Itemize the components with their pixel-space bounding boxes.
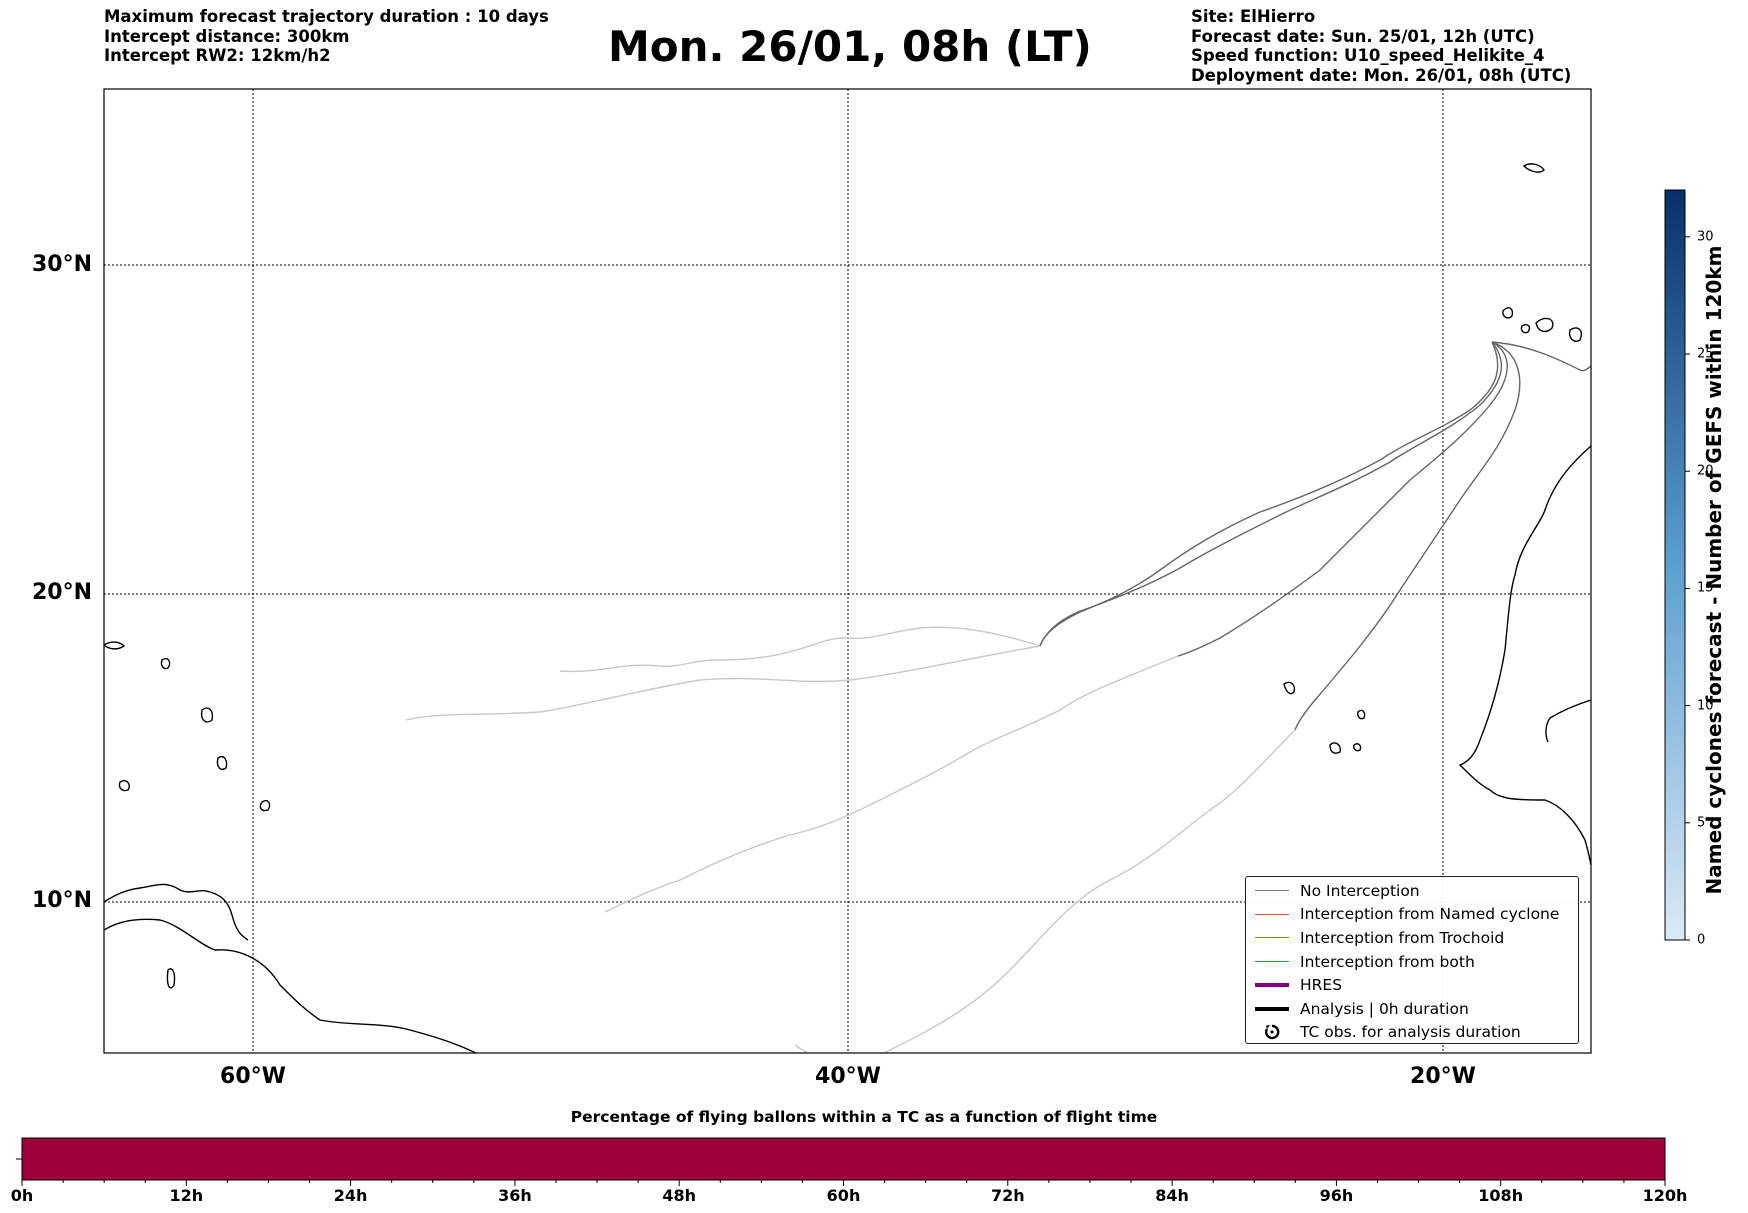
colorbar-tick-label-15: 15 — [1697, 580, 1714, 596]
caribbean-island-7 — [166, 968, 176, 989]
lon-label-20w: 20°W — [1410, 1064, 1476, 1089]
header-info-right: Site: ElHierro Forecast date: Sun. 25/01… — [1191, 7, 1571, 85]
no-interception-trajectories — [1039, 341, 1591, 731]
timebar-label-96h: 96h — [1319, 1186, 1354, 1205]
cape-verde-1 — [1283, 681, 1296, 695]
caribbean-island-1 — [200, 707, 214, 723]
timebar-label-120h: 120h — [1642, 1186, 1688, 1205]
trajectory-5 — [1491, 341, 1591, 372]
cape-verde-4 — [1353, 743, 1362, 752]
timebar-label-72h: 72h — [990, 1186, 1025, 1205]
legend-item-analysis: Analysis | 0h duration — [1246, 997, 1578, 1021]
lat-label-30: 30°N — [32, 252, 93, 277]
timebar-label-36h: 36h — [498, 1186, 532, 1205]
info-site: Site: ElHierro — [1191, 7, 1316, 26]
info-speed-function: Speed function: U10_speed_Helikite_4 — [1191, 46, 1545, 65]
trajectory-tail-3 — [604, 655, 1179, 913]
trajectory-tail-4 — [794, 729, 1296, 1053]
cyclone-symbol-icon — [1265, 1025, 1280, 1040]
lon-label-40w: 40°W — [815, 1064, 881, 1089]
caribbean-island-2 — [216, 756, 228, 770]
cape-verde-3 — [1357, 709, 1366, 720]
colorbar-title: Named cyclones forecast - Number of GEFS… — [1702, 245, 1726, 895]
legend-item-hres: HRES — [1246, 973, 1578, 997]
colorbar-tick-label-30: 30 — [1697, 229, 1714, 245]
colorbar-tick-label-20: 20 — [1697, 463, 1714, 479]
map-frame — [103, 88, 1592, 1054]
legend-label: Analysis | 0h duration — [1300, 999, 1469, 1018]
lat-label-20: 20°N — [32, 580, 93, 605]
coast-venezuela — [104, 883, 249, 941]
caribbean-island-5 — [259, 800, 271, 812]
cape-verde-2 — [1329, 742, 1342, 754]
info-max-duration: Maximum forecast trajectory duration : 1… — [104, 7, 549, 26]
madeira-island — [1522, 163, 1545, 173]
faded-trajectories — [405, 626, 1296, 1053]
canary-island-3 — [1568, 327, 1582, 342]
legend-label: Interception from both — [1300, 952, 1475, 971]
trajectory-4 — [1294, 341, 1521, 731]
legend-item-tc-obs: TC obs. for analysis duration — [1246, 1021, 1578, 1045]
legend-item-both: Interception from both — [1246, 950, 1578, 974]
canary-island-4 — [1520, 324, 1531, 334]
legend-swatch-both — [1255, 961, 1289, 963]
timebar-label-0h: 0h — [10, 1186, 34, 1205]
info-intercept-rw2: Intercept RW2: 12km/h2 — [104, 46, 331, 65]
gridlines — [104, 89, 1591, 1053]
colorbar-tickmarks — [1685, 236, 1690, 941]
trajectory-2 — [1039, 341, 1503, 647]
caribbean-island-3 — [160, 658, 171, 670]
legend-label: HRES — [1300, 976, 1343, 995]
legend-label: No Interception — [1300, 881, 1420, 900]
legend-label: Interception from Trochoid — [1300, 928, 1505, 947]
info-deployment-date: Deployment date: Mon. 26/01, 08h (UTC) — [1191, 65, 1572, 85]
timebar-fill — [21, 1137, 1666, 1181]
info-intercept-distance: Intercept distance: 300km — [104, 26, 350, 46]
legend-label: TC obs. for analysis duration — [1300, 1023, 1521, 1042]
timebar-label-24h: 24h — [333, 1186, 368, 1205]
timebar-label-12h: 12h — [169, 1186, 204, 1205]
map-legend: No Interception Interception from Named … — [1245, 876, 1579, 1044]
legend-swatch-no-interception — [1255, 890, 1289, 892]
legend-label: Interception from Named cyclone — [1300, 905, 1560, 924]
coast-africa-west-bulge — [1545, 699, 1591, 743]
legend-swatch-trochoid — [1255, 937, 1289, 939]
caribbean-island-6 — [104, 641, 126, 650]
colorbar-tick-label-10: 10 — [1697, 698, 1714, 714]
timebar-tickmarks — [21, 1180, 1666, 1186]
page-title: Mon. 26/01, 08h (LT) — [608, 22, 1092, 71]
coast-south-america — [104, 918, 478, 1053]
trajectory-tail-1 — [559, 626, 1041, 673]
legend-swatch-analysis — [1255, 1006, 1289, 1011]
canary-island-1 — [1502, 307, 1514, 319]
timebar-label-84h: 84h — [1155, 1186, 1189, 1205]
coast-africa — [1458, 445, 1591, 866]
colorbar-fill — [1664, 189, 1686, 941]
lon-label-60w: 60°W — [220, 1064, 286, 1089]
map-content — [104, 89, 1591, 1053]
info-forecast-date: Forecast date: Sun. 25/01, 12h (UTC) — [1191, 26, 1535, 46]
legend-item-trochoid: Interception from Trochoid — [1246, 926, 1578, 950]
trajectory-3 — [1177, 341, 1508, 657]
timebar-label-60h: 60h — [826, 1186, 861, 1205]
canary-island-2 — [1535, 317, 1554, 333]
legend-item-no-interception: No Interception — [1246, 879, 1578, 903]
lat-label-10: 10°N — [32, 888, 93, 913]
trajectory-tail-2 — [405, 645, 1041, 721]
coastlines — [104, 163, 1591, 1053]
timebar-label-108h: 108h — [1478, 1186, 1524, 1205]
header-info-left: Maximum forecast trajectory duration : 1… — [104, 7, 549, 66]
legend-swatch-hres — [1255, 983, 1289, 988]
colorbar-tick-label-5: 5 — [1697, 815, 1706, 831]
caribbean-island-4 — [118, 780, 130, 792]
timebar-title: Percentage of flying ballons within a TC… — [570, 1108, 1158, 1126]
colorbar-tick-label-0: 0 — [1697, 932, 1706, 948]
colorbar-tick-label-25: 25 — [1697, 346, 1714, 362]
legend-swatch-named-cyclone — [1255, 913, 1289, 915]
legend-item-named-cyclone: Interception from Named cyclone — [1246, 903, 1578, 927]
timebar-label-48h: 48h — [662, 1186, 697, 1205]
